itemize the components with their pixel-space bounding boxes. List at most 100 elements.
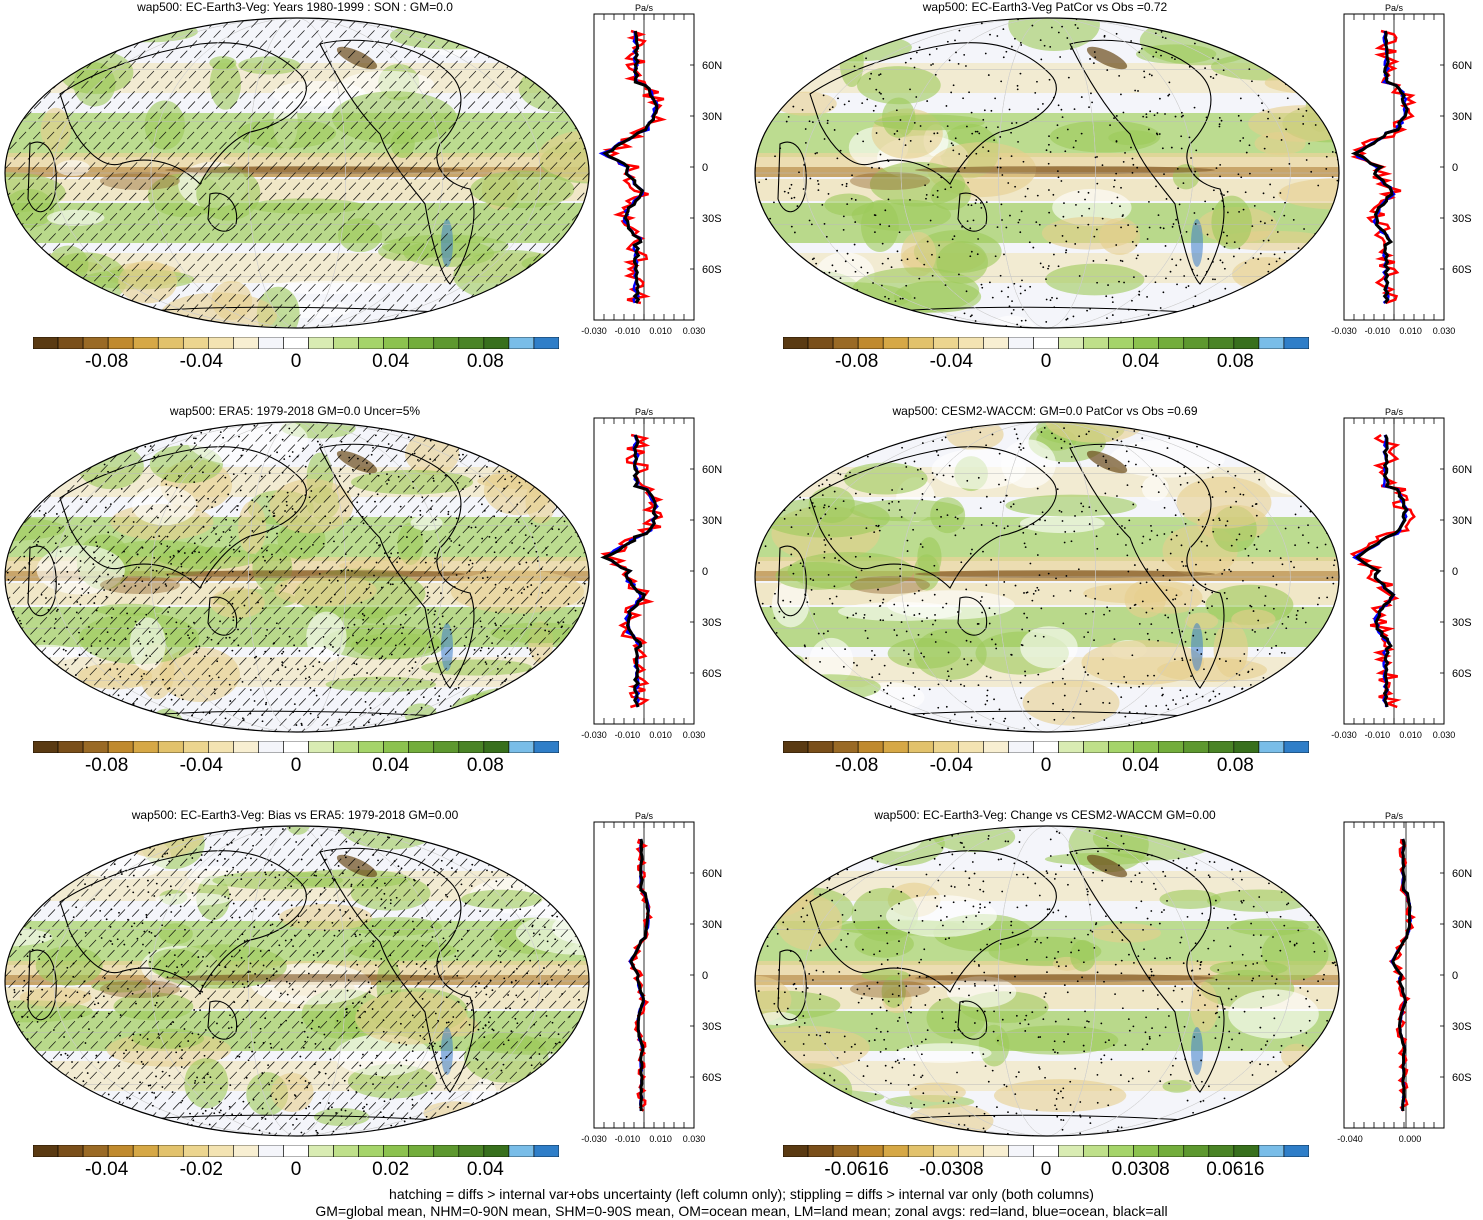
latitude-tick-label: 60S bbox=[1452, 1072, 1472, 1084]
latitude-tick-label: 30N bbox=[702, 919, 722, 931]
colorbar-tick-label: 0.0308 bbox=[1112, 1159, 1170, 1181]
panel-title: wap500: EC-Earth3-Veg PatCor vs Obs =0.7… bbox=[750, 0, 1340, 14]
robinson-map bbox=[750, 418, 1344, 736]
colorbar-tick-label: 0.04 bbox=[1122, 755, 1159, 777]
profile-x-tick-label: 0.010 bbox=[1399, 326, 1422, 336]
profile-x-tick-label: 0.010 bbox=[649, 730, 672, 740]
profile-x-tick-label: -0.030 bbox=[581, 730, 607, 740]
profile-line-all bbox=[604, 435, 657, 707]
colorbar-tick-label: 0.08 bbox=[467, 755, 504, 777]
colorbar-tick-label: -0.0616 bbox=[824, 1159, 888, 1181]
robinson-map bbox=[750, 822, 1344, 1140]
colorbar-tick-label: 0 bbox=[1041, 755, 1052, 777]
robinson-map bbox=[0, 418, 594, 736]
latitude-tick-label: 60N bbox=[702, 60, 722, 72]
profile-x-tick-label: -0.010 bbox=[615, 730, 641, 740]
panel-title: wap500: ERA5: 1979-2018 GM=0.0 Uncer=5% bbox=[0, 404, 590, 418]
latitude-tick-label: 0 bbox=[1452, 566, 1458, 578]
latitude-tick-label: 0 bbox=[702, 970, 708, 982]
profile-x-tick-label: 0.030 bbox=[1433, 326, 1456, 336]
robinson-map bbox=[0, 14, 594, 332]
latitude-tick-label: 30S bbox=[1452, 617, 1472, 629]
profile-x-tick-label: 0.010 bbox=[649, 1134, 672, 1144]
profile-x-tick-label: -0.030 bbox=[1331, 730, 1357, 740]
latitude-tick-label: 60N bbox=[702, 868, 722, 880]
colorbar bbox=[783, 337, 1309, 349]
panel-4: wap500: CESM2-WACCM: GM=0.0 PatCor vs Ob… bbox=[750, 404, 1483, 804]
latitude-tick-label: 30N bbox=[1452, 111, 1472, 123]
colorbar-tick-label: -0.08 bbox=[85, 755, 128, 777]
latitude-tick-label: 0 bbox=[1452, 970, 1458, 982]
colorbar-tick-label: 0.02 bbox=[372, 1159, 409, 1181]
latitude-tick-label: 30S bbox=[1452, 213, 1472, 225]
colorbar-tick-label: 0.0616 bbox=[1206, 1159, 1264, 1181]
latitude-tick-label: 60N bbox=[1452, 60, 1472, 72]
latitude-tick-label: 60S bbox=[1452, 668, 1472, 680]
colorbar-tick-label: 0 bbox=[1041, 1159, 1052, 1181]
latitude-tick-label: 30N bbox=[1452, 515, 1472, 527]
colorbar-tick-label: -0.08 bbox=[835, 755, 878, 777]
profile-x-tick-label: -0.010 bbox=[1365, 326, 1391, 336]
colorbar-tick-label: 0.04 bbox=[372, 351, 409, 373]
colorbar-tick-label: -0.04 bbox=[85, 1159, 128, 1181]
profile-x-tick-label: 0.030 bbox=[683, 1134, 706, 1144]
colorbar-tick-label: -0.08 bbox=[835, 351, 878, 373]
latitude-tick-label: 30N bbox=[702, 515, 722, 527]
colorbar-tick-label: 0.04 bbox=[372, 755, 409, 777]
latitude-tick-label: 60S bbox=[702, 1072, 722, 1084]
colorbar-tick-label: -0.04 bbox=[930, 351, 973, 373]
profile-x-tick-label: 0.030 bbox=[1433, 730, 1456, 740]
panel-5: wap500: EC-Earth3-Veg: Bias vs ERA5: 197… bbox=[0, 808, 740, 1208]
panel-title: wap500: EC-Earth3-Veg: Years 1980-1999 :… bbox=[0, 0, 590, 14]
latitude-tick-label: 30S bbox=[1452, 1021, 1472, 1033]
profile-x-tick-label: -0.010 bbox=[615, 1134, 641, 1144]
profile-x-tick-label: 0.030 bbox=[683, 326, 706, 336]
profile-x-tick-label: -0.030 bbox=[581, 326, 607, 336]
profile-line-all bbox=[1358, 435, 1407, 707]
colorbar-tick-label: 0.08 bbox=[467, 351, 504, 373]
profile-unit: Pa/s bbox=[635, 3, 654, 13]
latitude-tick-label: 60S bbox=[1452, 264, 1472, 276]
colorbar-labels: -0.08 -0.04 0 0.04 0.08 bbox=[783, 755, 1309, 779]
latitude-tick-label: 0 bbox=[702, 162, 708, 174]
colorbar-tick-label: 0 bbox=[291, 755, 302, 777]
latitude-tick-label: 60N bbox=[1452, 868, 1472, 880]
profile-x-tick-label: -0.040 bbox=[1337, 1134, 1363, 1144]
latitude-tick-label: 30S bbox=[702, 1021, 722, 1033]
colorbar-tick-label: -0.04 bbox=[180, 755, 223, 777]
colorbar-tick-label: 0.08 bbox=[1217, 755, 1254, 777]
colorbar-tick-label: -0.08 bbox=[85, 351, 128, 373]
profile-unit: Pa/s bbox=[635, 811, 654, 821]
colorbar bbox=[783, 741, 1309, 753]
panel-title: wap500: EC-Earth3-Veg: Bias vs ERA5: 197… bbox=[0, 808, 590, 822]
panel-6: wap500: EC-Earth3-Veg: Change vs CESM2-W… bbox=[750, 808, 1483, 1208]
panel-1: wap500: EC-Earth3-Veg: Years 1980-1999 :… bbox=[0, 0, 740, 400]
robinson-map bbox=[750, 14, 1344, 332]
panel-3: wap500: ERA5: 1979-2018 GM=0.0 Uncer=5% -… bbox=[0, 404, 740, 804]
colorbar bbox=[33, 337, 559, 349]
profile-x-tick-label: -0.030 bbox=[1331, 326, 1357, 336]
footer-line-2: GM=global mean, NHM=0-90N mean, SHM=0-90… bbox=[0, 1203, 1483, 1220]
latitude-tick-label: 0 bbox=[1452, 162, 1458, 174]
profile-x-tick-label: 0.010 bbox=[1399, 730, 1422, 740]
colorbar-tick-label: 0.08 bbox=[1217, 351, 1254, 373]
colorbar-tick-label: 0 bbox=[291, 351, 302, 373]
colorbar bbox=[783, 1145, 1309, 1157]
colorbar-tick-label: 0.04 bbox=[1122, 351, 1159, 373]
colorbar-tick-label: -0.04 bbox=[930, 755, 973, 777]
profile-unit: Pa/s bbox=[635, 407, 654, 417]
colorbar-labels: -0.08 -0.04 0 0.04 0.08 bbox=[33, 755, 559, 779]
latitude-tick-label: 60N bbox=[1452, 464, 1472, 476]
footer-line-1: hatching = diffs > internal var+obs unce… bbox=[0, 1186, 1483, 1203]
latitude-tick-label: 30N bbox=[1452, 919, 1472, 931]
colorbar-tick-label: 0.04 bbox=[467, 1159, 504, 1181]
